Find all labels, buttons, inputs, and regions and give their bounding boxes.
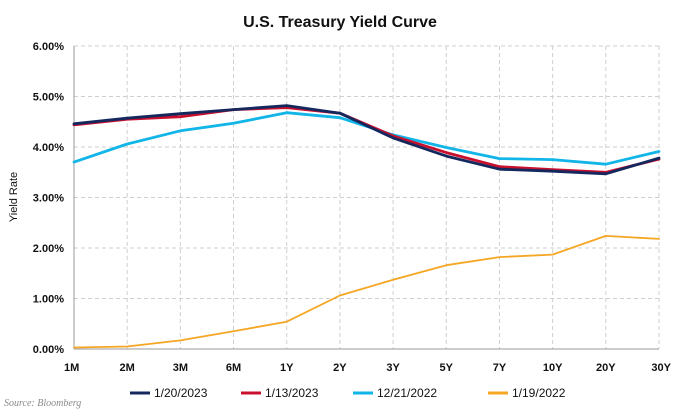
legend-label: 1/19/2022 [512, 386, 566, 400]
legend: 1/20/2023 1/13/2023 12/21/2022 1/19/2022 [130, 386, 566, 400]
legend-label: 1/13/2023 [265, 386, 319, 400]
y-tick-label: 4.00% [33, 142, 64, 154]
x-tick-label: 1Y [280, 362, 294, 374]
chart-title: U.S. Treasury Yield Curve [243, 14, 437, 31]
x-tick-label: 1M [64, 362, 79, 374]
y-tick-label: 0.00% [33, 344, 64, 356]
x-tick-label: 20Y [596, 362, 616, 374]
x-tick-label: 2M [120, 362, 135, 374]
x-tick-label: 10Y [543, 362, 563, 374]
x-tick-label: 7Y [493, 362, 507, 374]
y-axis-label: Yield Rate [8, 172, 20, 222]
y-tick-label: 2.00% [33, 243, 64, 255]
x-tick-label: 5Y [440, 362, 454, 374]
axes [73, 46, 659, 350]
y-tick-label: 6.00% [33, 41, 64, 53]
legend-label: 12/21/2022 [377, 386, 437, 400]
x-tick-label: 30Y [651, 362, 671, 374]
y-tick-labels: 0.00% 1.00% 2.00% 3.00% 4.00% 5.00% 6.00% [33, 41, 64, 356]
legend-label: 1/20/2023 [154, 386, 208, 400]
series-lines [72, 104, 661, 349]
series-line-12-21-2022 [72, 111, 661, 166]
y-tick-label: 1.00% [33, 294, 64, 306]
series-line-1-20-2023 [72, 104, 661, 176]
x-tick-label: 6M [226, 362, 241, 374]
y-tick-label: 3.00% [33, 193, 64, 205]
series-line-1-19-2022 [73, 234, 660, 349]
gridlines [74, 45, 660, 349]
x-tick-label: 3M [173, 362, 188, 374]
x-tick-label: 3Y [386, 362, 400, 374]
x-tick-label: 2Y [333, 362, 347, 374]
x-tick-labels: 1M 2M 3M 6M 1Y 2Y 3Y 5Y 7Y 10Y 20Y 30Y [64, 362, 672, 374]
source-note: Source: Bloomberg [4, 398, 82, 409]
y-tick-label: 5.00% [33, 92, 64, 104]
